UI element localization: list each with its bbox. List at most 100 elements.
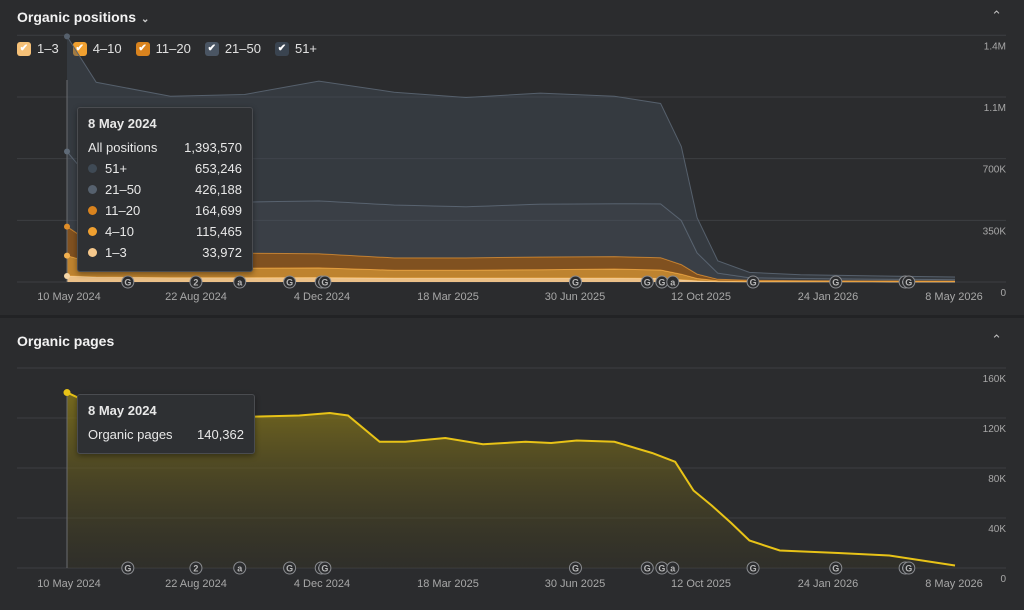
annotation-marker[interactable]: G <box>655 275 669 289</box>
svg-text:G: G <box>286 278 293 288</box>
annotation-marker[interactable]: G <box>655 561 669 575</box>
svg-text:G: G <box>658 278 665 288</box>
panel-divider <box>0 315 1024 318</box>
svg-text:2: 2 <box>193 278 198 288</box>
x-tick-label: 10 May 2024 <box>37 291 101 303</box>
annotation-marker[interactable]: G <box>318 275 332 289</box>
svg-text:G: G <box>572 564 579 574</box>
dot-21-50 <box>88 185 97 194</box>
pages-y-tick-label: 160K <box>983 374 1007 385</box>
annotation-marker[interactable]: G <box>283 561 297 575</box>
svg-text:G: G <box>905 564 912 574</box>
svg-text:G: G <box>572 278 579 288</box>
legend-item-21-50[interactable]: ✔ 21–50 <box>204 41 261 56</box>
annotation-marker[interactable]: G <box>640 561 654 575</box>
annotation-marker[interactable]: G <box>902 275 916 289</box>
x-tick-label: 30 Jun 2025 <box>545 291 606 303</box>
organic-positions-chart[interactable]: 1.4M1.1M700K350K0G2aGGGGGGaGGGG10 May 20… <box>0 0 1024 315</box>
svg-text:G: G <box>658 564 665 574</box>
positions-y-tick-label: 350K <box>983 226 1007 237</box>
annotation-marker[interactable]: a <box>666 561 680 575</box>
x-tick-label: 12 Oct 2025 <box>671 578 731 590</box>
x-tick-label: 4 Dec 2024 <box>294 578 350 590</box>
hover-dot <box>64 223 70 230</box>
series-line-4 <box>66 36 956 278</box>
svg-text:G: G <box>124 278 131 288</box>
svg-text:G: G <box>750 564 757 574</box>
x-tick-label: 24 Jan 2026 <box>798 291 859 303</box>
tooltip-row: 4–10 115,465 <box>88 221 242 242</box>
annotation-marker[interactable]: G <box>283 275 297 289</box>
svg-text:G: G <box>832 278 839 288</box>
annotation-marker[interactable]: 2 <box>189 561 203 575</box>
series-area-3 <box>67 151 955 281</box>
x-tick-label: 4 Dec 2024 <box>294 291 350 303</box>
positions-tooltip: 8 May 2024 All positions 1,393,570 51+ 65… <box>77 107 253 272</box>
series-area-2 <box>67 226 955 282</box>
checkbox-1-3[interactable]: ✔ <box>17 41 31 56</box>
x-tick-label: 10 May 2024 <box>37 578 101 590</box>
organic-pages-title: Organic pages <box>17 333 115 349</box>
annotation-marker[interactable]: G <box>568 275 582 289</box>
series-area-4 <box>67 36 955 280</box>
pages-y-tick-label: 120K <box>983 424 1007 435</box>
legend-item-4-10[interactable]: ✔ 4–10 <box>72 41 122 56</box>
dot-51-plus <box>88 164 97 173</box>
chevron-down-icon: ⌄ <box>141 14 150 25</box>
collapse-positions-icon[interactable]: ⌃ <box>991 8 1002 23</box>
svg-text:G: G <box>321 278 328 288</box>
svg-text:a: a <box>237 278 243 288</box>
positions-y-tick-label: 1.4M <box>984 41 1006 52</box>
hover-dot <box>64 33 70 40</box>
annotation-marker[interactable]: G <box>568 561 582 575</box>
annotation-marker[interactable]: a <box>233 275 247 289</box>
svg-text:G: G <box>644 564 651 574</box>
legend-item-51-plus[interactable]: ✔ 51+ <box>274 41 317 56</box>
pages-y-tick-label: 0 <box>1000 574 1006 585</box>
legend-item-11-20[interactable]: ✔ 11–20 <box>135 41 191 56</box>
tooltip-row: 11–20 164,699 <box>88 200 242 221</box>
organic-pages-chart[interactable]: 160K120K80K40K0G2aGGGGGGaGGGG10 May 2024… <box>0 318 1024 610</box>
organic-positions-title[interactable]: Organic positions ⌄ <box>17 9 150 25</box>
x-tick-label: 18 Mar 2025 <box>417 578 479 590</box>
hover-dot <box>63 389 71 397</box>
organic-positions-panel: Organic positions ⌄ ⌃ ✔ 1–3 ✔ 4–10 ✔ 11–20 ✔… <box>0 0 1024 315</box>
annotation-marker[interactable]: 2 <box>189 275 203 289</box>
positions-y-tick-label: 1.1M <box>984 103 1006 114</box>
svg-text:2: 2 <box>193 564 198 574</box>
dot-4-10 <box>88 227 97 236</box>
series-area-1 <box>67 255 955 282</box>
annotation-marker[interactable]: G <box>640 275 654 289</box>
tooltip-total-row: All positions 1,393,570 <box>88 140 242 155</box>
legend-item-1-3[interactable]: ✔ 1–3 <box>17 41 59 56</box>
checkbox-11-20[interactable]: ✔ <box>135 41 150 56</box>
hover-dot <box>64 148 70 155</box>
annotation-marker[interactable]: G <box>121 275 135 289</box>
svg-text:G: G <box>832 564 839 574</box>
checkbox-4-10[interactable]: ✔ <box>72 41 87 56</box>
x-tick-label: 22 Aug 2024 <box>165 291 227 303</box>
x-tick-label: 12 Oct 2025 <box>671 291 731 303</box>
hover-dot <box>64 252 70 259</box>
collapse-pages-icon[interactable]: ⌃ <box>991 332 1002 347</box>
svg-text:G: G <box>644 278 651 288</box>
tooltip-pages-row: Organic pages 140,362 <box>88 427 244 442</box>
annotation-marker[interactable]: a <box>233 561 247 575</box>
annotation-marker[interactable]: G <box>829 275 843 289</box>
checkbox-21-50[interactable]: ✔ <box>204 41 219 56</box>
annotation-marker[interactable]: G <box>746 561 760 575</box>
x-tick-label: 8 May 2026 <box>925 291 982 303</box>
annotation-marker[interactable]: G <box>121 561 135 575</box>
checkbox-51-plus[interactable]: ✔ <box>274 41 289 56</box>
x-tick-label: 22 Aug 2024 <box>165 578 227 590</box>
annotation-marker[interactable]: G <box>318 561 332 575</box>
annotation-marker[interactable]: G <box>829 561 843 575</box>
svg-text:G: G <box>905 278 912 288</box>
annotation-marker[interactable]: G <box>902 561 916 575</box>
tooltip-date: 8 May 2024 <box>88 403 157 418</box>
annotation-marker[interactable]: G <box>746 275 760 289</box>
svg-text:a: a <box>237 564 243 574</box>
tooltip-date: 8 May 2024 <box>88 116 157 131</box>
organic-pages-panel: Organic pages ⌃ 160K120K80K40K0G2aGGGGGG… <box>0 318 1024 610</box>
annotation-marker[interactable]: a <box>666 275 680 289</box>
